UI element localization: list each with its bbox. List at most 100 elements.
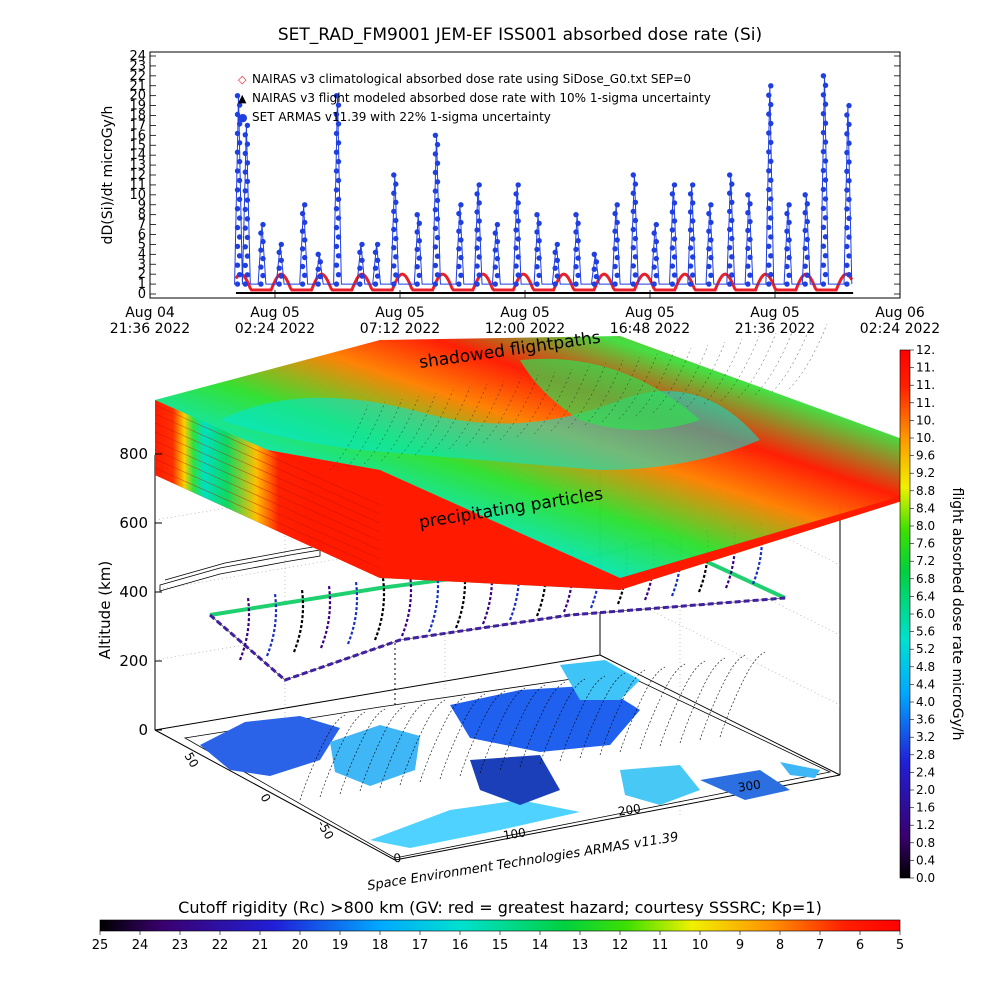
armas-point: [727, 245, 733, 251]
armas-point: [573, 212, 579, 218]
armas-point: [632, 272, 639, 278]
armas-point: [651, 264, 657, 270]
armas-point: [434, 179, 441, 185]
armas-point: [534, 229, 540, 235]
armas-point: [729, 199, 735, 205]
armas-point: [494, 255, 501, 262]
armas-point: [333, 149, 340, 155]
armas-point: [573, 229, 579, 235]
armas-point: [244, 234, 251, 241]
armas-point: [278, 257, 284, 263]
ground-track-segment: [699, 654, 746, 741]
armas-point: [671, 254, 678, 260]
slab-flightpath: [788, 323, 828, 390]
armas-point: [708, 272, 714, 278]
armas-point: [236, 102, 243, 108]
armas-point: [276, 265, 282, 271]
armas-point: [766, 262, 772, 268]
dose-tick-label: 11.: [916, 396, 935, 410]
x-tick-time: 07:12 2022: [360, 321, 440, 337]
armas-point: [632, 217, 639, 224]
slab-flightpath: [533, 368, 573, 435]
armas-point: [234, 168, 241, 174]
armas-point: [315, 251, 321, 257]
armas-point: [242, 206, 248, 213]
armas-point: [476, 218, 482, 224]
latitude-tick-label: 50: [182, 750, 202, 770]
y-tick-label: 3: [138, 257, 146, 272]
armas-point: [244, 216, 251, 222]
slab-flightpath: [499, 374, 539, 441]
armas-point: [236, 158, 243, 165]
armas-point: [515, 272, 521, 278]
legend-symbol: ▲: [238, 92, 247, 105]
armas-point: [244, 141, 251, 147]
armas-point: [669, 263, 676, 269]
armas-point: [335, 234, 342, 240]
y-tick-label: 8: [138, 208, 146, 223]
armas-point: [846, 253, 852, 259]
armas-point: [333, 168, 340, 174]
dose-tick-label: 11.: [916, 361, 935, 375]
y-tick-label: 20: [129, 89, 146, 104]
armas-point: [242, 281, 248, 287]
armas-point: [729, 181, 735, 187]
dose-colorbar: 0.0 0.4 0.8 1.2 1.6 2.0 2.4 2.8 3.2 3.6 4.0 4.4 4.8 5…: [899, 343, 965, 885]
armas-point: [494, 221, 501, 228]
armas-point: [414, 246, 420, 253]
ground-track-segment: [539, 678, 586, 765]
y-tick-label: 14: [129, 148, 146, 163]
y-tick-label: 19: [129, 99, 146, 114]
ground-track-segment: [419, 696, 466, 783]
armas-point: [359, 273, 365, 279]
armas-point: [492, 281, 498, 287]
armas-point: [575, 238, 581, 244]
armas-point: [333, 187, 340, 193]
armas-point: [333, 130, 340, 137]
slab-layer-edge: [154, 404, 381, 506]
armas-point: [802, 281, 808, 287]
armas-point: [706, 210, 712, 217]
armas-point: [575, 272, 581, 279]
armas-point: [706, 263, 712, 270]
armas-point: [317, 273, 323, 280]
y-tick-label: 23: [129, 59, 146, 74]
armas-point: [299, 228, 306, 234]
slab-layer-edge: [154, 413, 381, 515]
dose-tick-label: 8.4: [916, 501, 935, 515]
armas-point: [690, 200, 696, 206]
armas-point: [236, 215, 243, 221]
armas-point: [317, 259, 323, 265]
dose-tick-label: 7.6: [916, 537, 935, 551]
x-tick-time: 21:36 2022: [110, 321, 190, 337]
armas-point: [768, 101, 774, 108]
armas-point: [846, 102, 852, 109]
armas-point: [458, 254, 464, 261]
armas-point: [299, 281, 306, 287]
slab-layer-edge: [154, 422, 381, 524]
armas-point: [593, 259, 600, 265]
armas-point: [474, 209, 480, 215]
armas-point: [242, 169, 248, 175]
armas-point: [534, 212, 540, 218]
dose-tick-label: 10.: [916, 431, 935, 445]
armas-point: [494, 272, 501, 279]
armas-point: [234, 262, 241, 268]
armas-point: [745, 281, 751, 287]
armas-point: [669, 245, 676, 251]
rigidity-tick-label: 23: [172, 938, 189, 953]
armas-point: [708, 219, 714, 226]
armas-point: [846, 234, 852, 240]
armas-point: [242, 188, 248, 194]
armas-point: [687, 245, 694, 251]
armas-point: [784, 263, 790, 270]
armas-point: [333, 206, 340, 212]
ground-track-segment: [479, 687, 526, 774]
altitude-axis-label: Altitude (km): [96, 561, 114, 659]
orbit-pass: [292, 589, 305, 653]
armas-point: [820, 92, 827, 98]
dose-tick-label: 0.0: [916, 871, 935, 885]
slab-layer-edge: [154, 458, 381, 560]
armas-point: [492, 247, 498, 253]
